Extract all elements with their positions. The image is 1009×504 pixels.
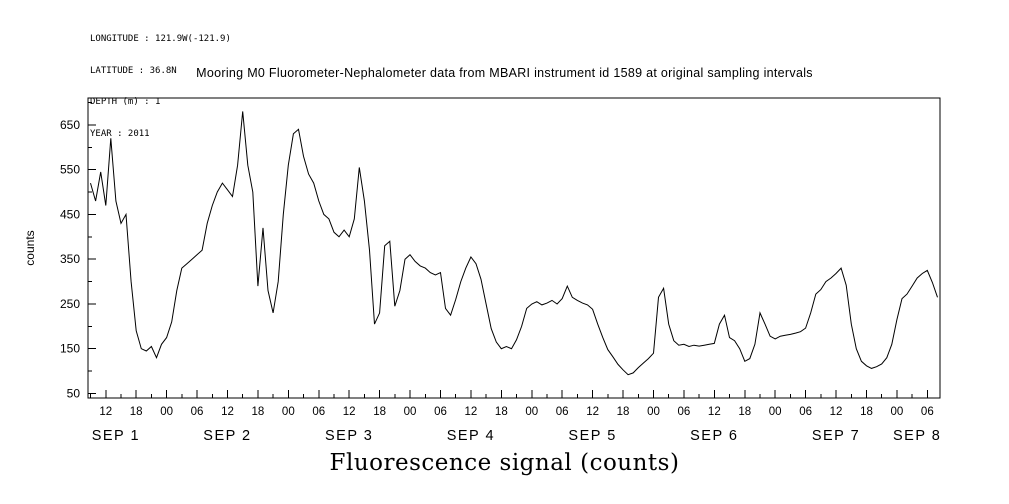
day-label: SEP 5 xyxy=(568,428,616,444)
plot-border xyxy=(87,97,941,399)
x-tick-label: 18 xyxy=(738,406,751,418)
x-tick-label: 12 xyxy=(830,406,843,418)
y-tick-label: 350 xyxy=(60,252,80,266)
metadata-depth: DEPTH (m) : 1 xyxy=(90,97,161,107)
y-tick-label: 50 xyxy=(67,387,81,401)
x-tick-label: 06 xyxy=(434,406,447,418)
x-tick-label: 12 xyxy=(343,406,356,418)
x-tick-label: 12 xyxy=(586,406,599,418)
y-tick-label: 450 xyxy=(60,207,80,221)
x-tick-label: 00 xyxy=(282,406,295,418)
x-tick-label: 12 xyxy=(708,406,721,418)
fluorescence-line-chart: 50 150 250 350 450 550 650 12 18 00 06 12 18 00 06 12 18… xyxy=(23,97,941,444)
metadata-year: YEAR : 2011 xyxy=(90,128,150,139)
x-tick-label: 18 xyxy=(617,406,630,418)
chart-title: Mooring M0 Fluorometer-Nephalometer data… xyxy=(196,66,813,80)
x-tick-label: 06 xyxy=(191,406,204,418)
x-tick-label: 18 xyxy=(251,406,264,418)
x-tick-label: 00 xyxy=(525,406,538,418)
x-tick-label: 00 xyxy=(404,406,417,418)
day-label: SEP 2 xyxy=(203,428,251,444)
x-tick-label: 00 xyxy=(769,406,782,418)
x-tick-label: 06 xyxy=(556,406,569,418)
x-tick-label: 06 xyxy=(921,406,934,418)
x-tick-label: 00 xyxy=(160,406,173,418)
x-tick-label: 00 xyxy=(647,406,660,418)
series-line xyxy=(90,111,938,376)
y-axis-title: counts xyxy=(23,230,37,265)
x-tick-label: 18 xyxy=(495,406,508,418)
x-tick-label: 06 xyxy=(312,406,325,418)
y-tick-label: 650 xyxy=(60,118,80,132)
day-label: SEP 1 xyxy=(92,428,140,444)
x-tick-label: 18 xyxy=(130,406,143,418)
x-tick-label: 12 xyxy=(99,406,112,418)
day-label: SEP 3 xyxy=(325,428,373,444)
day-label: SEP 4 xyxy=(447,428,495,444)
metadata-longitude: LONGITUDE : 121.9W(-121.9) xyxy=(90,34,231,44)
x-tick-label: 18 xyxy=(373,406,386,418)
y-tick-label: 550 xyxy=(60,163,80,177)
x-axis-caption: Fluorescence signal (counts) xyxy=(329,450,680,476)
x-tick-label: 12 xyxy=(464,406,477,418)
x-tick-label: 06 xyxy=(799,406,812,418)
day-label: SEP 7 xyxy=(812,428,860,444)
x-tick-label: 06 xyxy=(677,406,690,418)
x-tick-label: 18 xyxy=(860,406,873,418)
x-tick-label: 12 xyxy=(221,406,234,418)
day-label: SEP 6 xyxy=(690,428,738,444)
x-tick-label: 00 xyxy=(890,406,903,418)
metadata-block: LONGITUDE : 121.9W(-121.9) LATITUDE : 36… xyxy=(90,13,231,150)
day-label: SEP 8 xyxy=(893,428,941,444)
y-tick-label: 250 xyxy=(60,297,80,311)
metadata-latitude: LATITUDE : 36.8N xyxy=(90,65,177,76)
y-tick-label: 150 xyxy=(60,342,80,356)
